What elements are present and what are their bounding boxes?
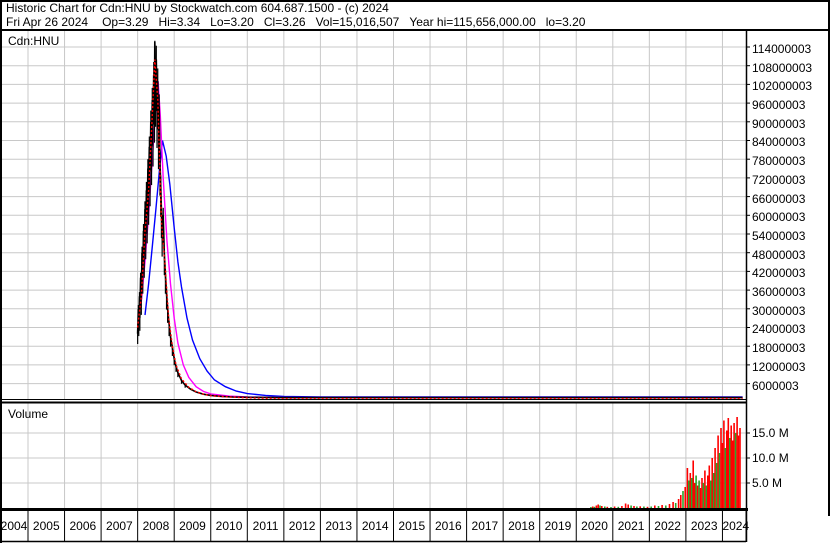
quote-year-low: lo=3.20 (545, 15, 586, 29)
price-axis-label: 72000003 (752, 172, 806, 187)
year-label: 2013 (325, 519, 353, 533)
ma-fast-line (139, 81, 743, 399)
year-label: 2015 (398, 519, 426, 533)
price-axis-label: 18000003 (752, 341, 806, 356)
price-axis-label: 90000003 (752, 116, 806, 131)
chart-title: Historic Chart for Cdn:HNU by Stockwatch… (6, 1, 389, 15)
quote-open: Op=3.29 (102, 15, 149, 29)
quote-year-high: Year hi=115,656,000.00 (409, 15, 536, 29)
quote-line: Fri Apr 26 2024 Op=3.29 Hi=3.34 Lo=3.20 … (6, 15, 595, 29)
price-axis-label: 78000003 (752, 154, 806, 169)
close-marker-line (136, 59, 743, 400)
year-label: 2007 (106, 519, 133, 533)
year-label: 2017 (471, 519, 499, 533)
price-axis-label: 42000003 (752, 266, 806, 281)
quote-close: Cl=3.26 (263, 15, 306, 29)
year-gridlines (27, 31, 723, 508)
year-label: 2020 (581, 519, 608, 533)
year-label: 2022 (654, 519, 681, 533)
price-axis-label: 54000003 (752, 228, 806, 243)
year-label: 2004 (0, 519, 28, 533)
quote-high: Hi=3.34 (158, 15, 201, 29)
volume-gridlines (0, 432, 746, 484)
volume-axis-label: 15.0 M (752, 426, 789, 440)
price-line (136, 41, 743, 399)
year-label: 2010 (215, 519, 243, 533)
price-hilo-bars (137, 40, 186, 388)
price-axis-label: 60000003 (752, 210, 806, 225)
price-axis-label: 96000003 (752, 98, 806, 113)
year-label: 2021 (617, 519, 645, 533)
year-label: 2009 (179, 519, 206, 533)
price-axis-label: 24000003 (752, 322, 806, 337)
price-axis-label: 114000003 (752, 41, 812, 56)
year-label: 2014 (361, 519, 389, 533)
quote-date: Fri Apr 26 2024 (6, 15, 89, 29)
year-label: 2012 (288, 519, 316, 533)
symbol-label: Cdn:HNU (8, 34, 60, 48)
volume-axis-label: 10.0 M (752, 451, 789, 465)
year-label: 2018 (508, 519, 535, 533)
year-label: 2023 (690, 519, 718, 533)
volume-axis-label: 5.0 M (752, 476, 783, 490)
year-label: 2024 (722, 519, 750, 533)
price-axis-label: 12000003 (752, 359, 806, 374)
volume-panel-label: Volume (8, 407, 49, 421)
year-label: 2005 (32, 519, 60, 533)
price-axis-label: 108000003 (752, 60, 813, 75)
quote-low: Lo=3.20 (210, 15, 254, 29)
ma-slow-line (144, 140, 743, 398)
price-axis-label: 102000003 (752, 79, 813, 94)
year-label: 2019 (544, 519, 572, 533)
year-label: 2011 (252, 519, 279, 533)
year-label: 2016 (434, 519, 462, 533)
year-label: 2006 (69, 519, 97, 533)
year-label: 2008 (142, 519, 170, 533)
price-axis-label: 84000003 (752, 135, 806, 150)
price-axis-label: 30000003 (752, 303, 806, 318)
price-gridlines (0, 46, 746, 385)
price-axis-label: 66000003 (752, 191, 806, 206)
price-axis-label: 6000003 (752, 378, 799, 393)
quote-volume: Vol=15,016,507 (315, 15, 400, 29)
price-axis-label: 36000003 (752, 285, 806, 300)
volume-bars (590, 417, 741, 509)
price-axis-label: 48000003 (752, 247, 806, 262)
